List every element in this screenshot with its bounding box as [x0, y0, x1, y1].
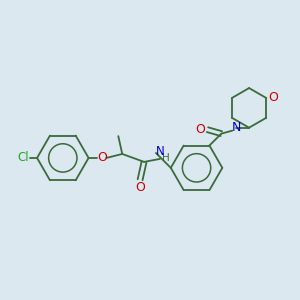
Text: O: O [135, 181, 145, 194]
Text: O: O [98, 152, 107, 164]
Text: Cl: Cl [17, 152, 29, 164]
Text: N: N [232, 121, 241, 134]
Text: H: H [162, 153, 170, 163]
Text: O: O [268, 92, 278, 104]
Text: O: O [196, 123, 206, 136]
Text: N: N [155, 146, 164, 158]
